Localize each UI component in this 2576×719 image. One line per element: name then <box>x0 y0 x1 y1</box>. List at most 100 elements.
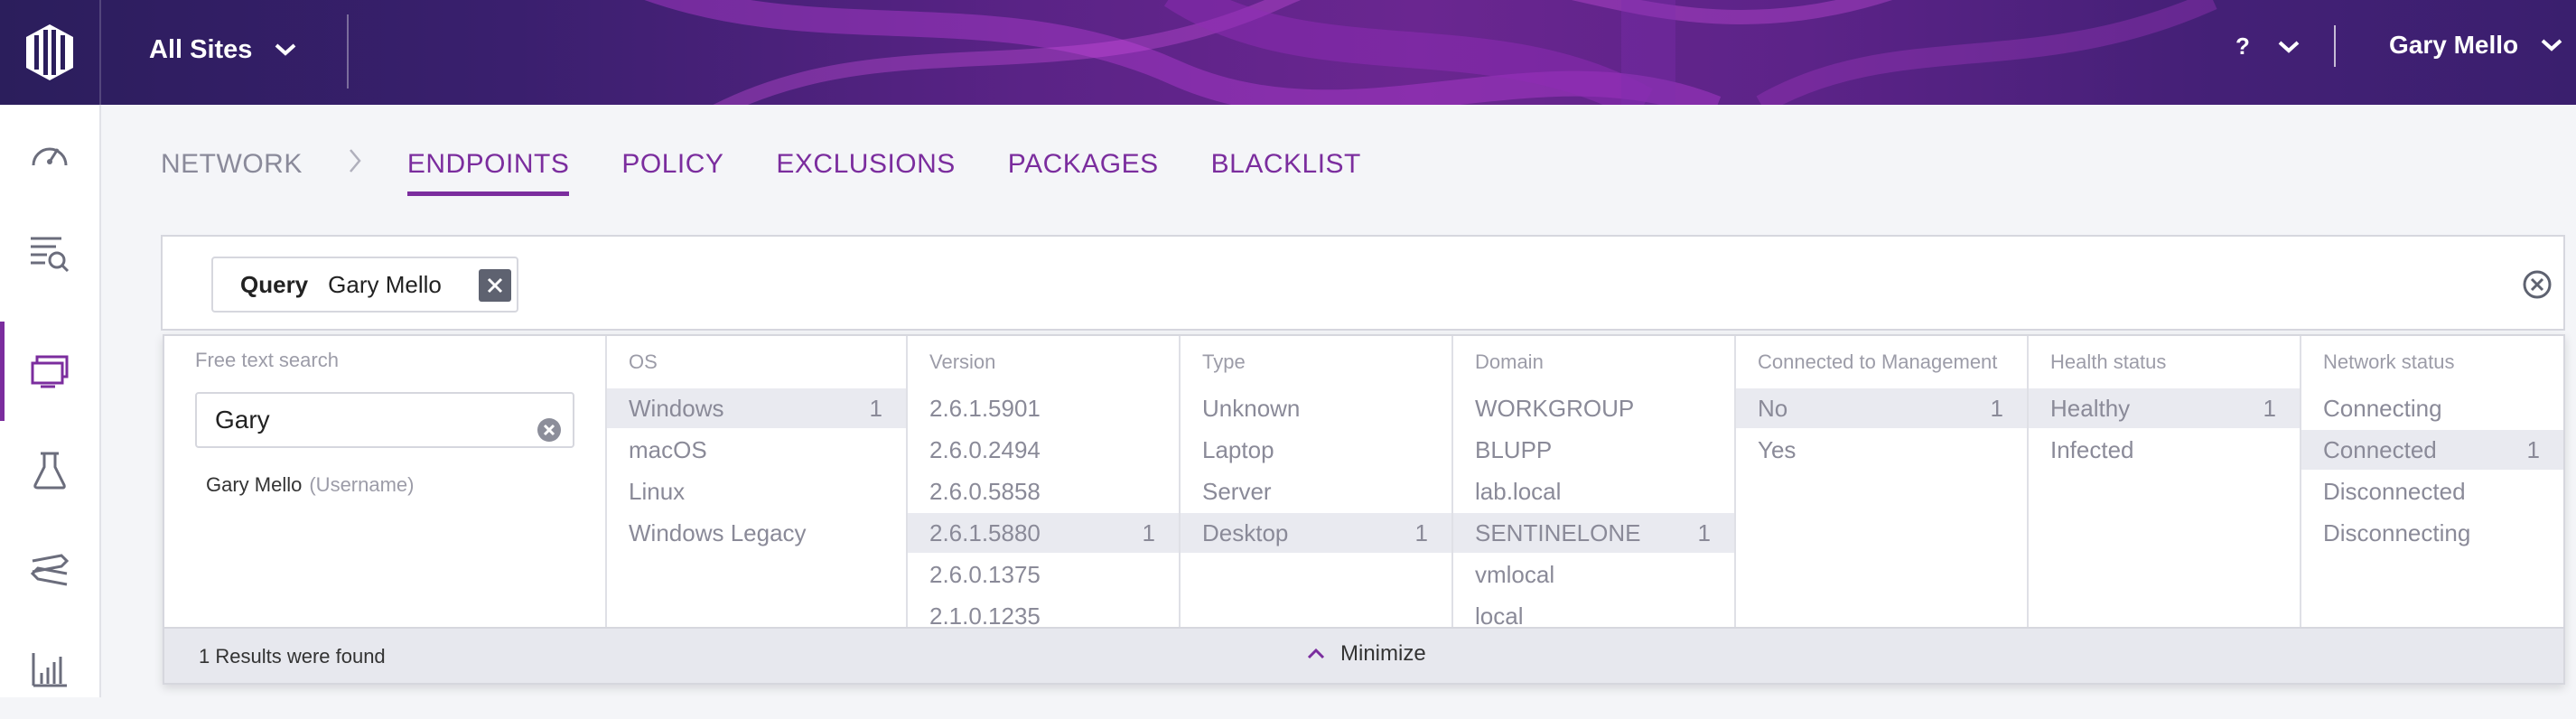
filter-option-domain[interactable]: local <box>1453 596 1734 627</box>
sidebar <box>0 105 101 697</box>
filter-column-domain: Domain WORKGROUP BLUPP lab.local SENTINE… <box>1453 336 1736 627</box>
filter-option-linux[interactable]: Linux <box>607 472 906 511</box>
filter-column-connected-to-management: Connected to Management No 1 Yes <box>1736 336 2029 627</box>
option-label: 2.6.0.2494 <box>929 436 1041 463</box>
option-label: Connecting <box>2323 395 2442 422</box>
clear-circle-icon <box>2523 270 2552 299</box>
tab-endpoints[interactable]: ENDPOINTS <box>406 145 570 199</box>
filter-option-macos[interactable]: macOS <box>607 430 906 470</box>
option-label: Connected <box>2323 436 2437 463</box>
filter-option-version[interactable]: 2.6.0.5858 <box>908 472 1179 511</box>
filter-heading: Network status <box>2323 350 2455 373</box>
remove-query-button[interactable] <box>479 269 511 302</box>
minimize-label: Minimize <box>1340 641 1426 666</box>
filter-option-desktop[interactable]: Desktop 1 <box>1181 513 1451 553</box>
filter-option-yes[interactable]: Yes <box>1736 430 2027 470</box>
filter-option-unknown[interactable]: Unknown <box>1181 388 1451 428</box>
filter-option-healthy[interactable]: Healthy 1 <box>2029 388 2300 428</box>
filter-option-connected[interactable]: Connected 1 <box>2301 430 2563 470</box>
filter-option-domain[interactable]: BLUPP <box>1453 430 1734 470</box>
option-label: Desktop <box>1202 519 1289 546</box>
site-selector[interactable]: All Sites <box>149 27 297 72</box>
filter-column-version: Version 2.6.1.5901 2.6.0.2494 2.6.0.5858… <box>908 336 1181 627</box>
user-divider <box>2334 25 2336 67</box>
research-flask-icon <box>33 452 66 490</box>
sidebar-item-routes[interactable] <box>0 520 99 620</box>
option-label: local <box>1475 602 1524 627</box>
option-count: 1 <box>1990 395 2003 422</box>
free-text-search-value: Gary <box>215 406 270 434</box>
minimize-button[interactable]: Minimize <box>1306 641 1426 667</box>
reports-chart-icon <box>32 653 67 687</box>
option-label: macOS <box>629 436 707 463</box>
help-label: ? <box>2235 33 2250 60</box>
option-label: Healthy <box>2050 395 2131 422</box>
sidebar-item-dashboard[interactable] <box>0 105 99 204</box>
routes-icon <box>30 554 70 586</box>
filter-option-no[interactable]: No 1 <box>1736 388 2027 428</box>
option-label: Yes <box>1758 436 1797 463</box>
filter-heading: Connected to Management <box>1758 350 1998 373</box>
tab-packages[interactable]: PACKAGES <box>1007 149 1159 179</box>
user-menu[interactable]: Gary Mello <box>2389 31 2563 60</box>
clear-search-button[interactable] <box>537 408 562 461</box>
option-label: Infected <box>2050 436 2134 463</box>
free-text-search-input[interactable]: Gary <box>195 392 574 448</box>
filter-option-disconnecting[interactable]: Disconnecting <box>2301 513 2563 553</box>
tab-blacklist[interactable]: BLACKLIST <box>1210 149 1361 179</box>
filter-option-domain[interactable]: lab.local <box>1453 472 1734 511</box>
query-bar[interactable]: Query Gary Mello <box>161 235 2565 331</box>
option-label: Server <box>1202 478 1272 505</box>
section-tabs: NETWORK ENDPOINTS POLICY EXCLUSIONS PACK… <box>161 145 1414 199</box>
clear-query-button[interactable] <box>2522 269 2553 304</box>
option-label: Windows Legacy <box>629 519 807 546</box>
option-label: 2.1.0.1235 <box>929 602 1041 627</box>
filter-option-domain[interactable]: SENTINELONE 1 <box>1453 513 1734 553</box>
sidebar-item-endpoints[interactable] <box>0 322 99 421</box>
search-suggestion[interactable]: Gary Mello (Username) <box>206 473 415 497</box>
chevron-down-icon <box>2278 41 2300 53</box>
clear-circle-icon <box>537 418 561 442</box>
sidebar-item-research[interactable] <box>0 421 99 520</box>
filter-option-version[interactable]: 2.6.0.2494 <box>908 430 1179 470</box>
header-background-art <box>644 0 2217 105</box>
filter-option-server[interactable]: Server <box>1181 472 1451 511</box>
option-label: 2.6.1.5901 <box>929 395 1041 422</box>
filter-option-version[interactable]: 2.1.0.1235 <box>908 596 1179 627</box>
filter-option-disconnected[interactable]: Disconnected <box>2301 472 2563 511</box>
breadcrumb-network[interactable]: NETWORK <box>161 149 303 179</box>
option-count: 1 <box>1697 519 1711 546</box>
sidebar-item-activity[interactable] <box>0 204 99 303</box>
help-menu[interactable]: ? <box>2235 33 2301 61</box>
filter-option-domain[interactable]: vmlocal <box>1453 555 1734 594</box>
filter-option-infected[interactable]: Infected <box>2029 430 2300 470</box>
query-chip[interactable]: Query Gary Mello <box>211 257 518 313</box>
option-label: lab.local <box>1475 478 1562 505</box>
filter-option-windows-legacy[interactable]: Windows Legacy <box>607 513 906 553</box>
option-label: Linux <box>629 478 686 505</box>
filter-option-version[interactable]: 2.6.0.1375 <box>908 555 1179 594</box>
option-count: 1 <box>1142 519 1155 546</box>
suggestion-type: (Username) <box>309 473 415 496</box>
site-selector-label: All Sites <box>149 34 253 64</box>
filter-heading: Type <box>1202 350 1246 373</box>
site-divider <box>347 14 349 89</box>
endpoints-icon <box>31 355 69 388</box>
filter-heading: OS <box>629 350 658 373</box>
filter-option-laptop[interactable]: Laptop <box>1181 430 1451 470</box>
sentinelone-logo[interactable] <box>0 0 99 105</box>
filter-option-windows[interactable]: Windows 1 <box>607 388 906 428</box>
filter-option-version[interactable]: 2.6.1.5901 <box>908 388 1179 428</box>
results-count: 1 Results were found <box>199 645 386 668</box>
filter-option-connecting[interactable]: Connecting <box>2301 388 2563 428</box>
free-text-heading: Free text search <box>195 349 339 371</box>
tab-policy[interactable]: POLICY <box>621 149 724 179</box>
sidebar-item-reports[interactable] <box>0 620 99 719</box>
filter-option-version[interactable]: 2.6.1.5880 1 <box>908 513 1179 553</box>
filter-panel-footer: 1 Results were found Minimize <box>164 627 2563 683</box>
top-bar: All Sites ? Gary Mello <box>0 0 2576 105</box>
chevron-down-icon <box>275 43 296 56</box>
tab-exclusions[interactable]: EXCLUSIONS <box>776 149 956 179</box>
query-chip-label: Query <box>240 270 309 298</box>
filter-option-domain[interactable]: WORKGROUP <box>1453 388 1734 428</box>
